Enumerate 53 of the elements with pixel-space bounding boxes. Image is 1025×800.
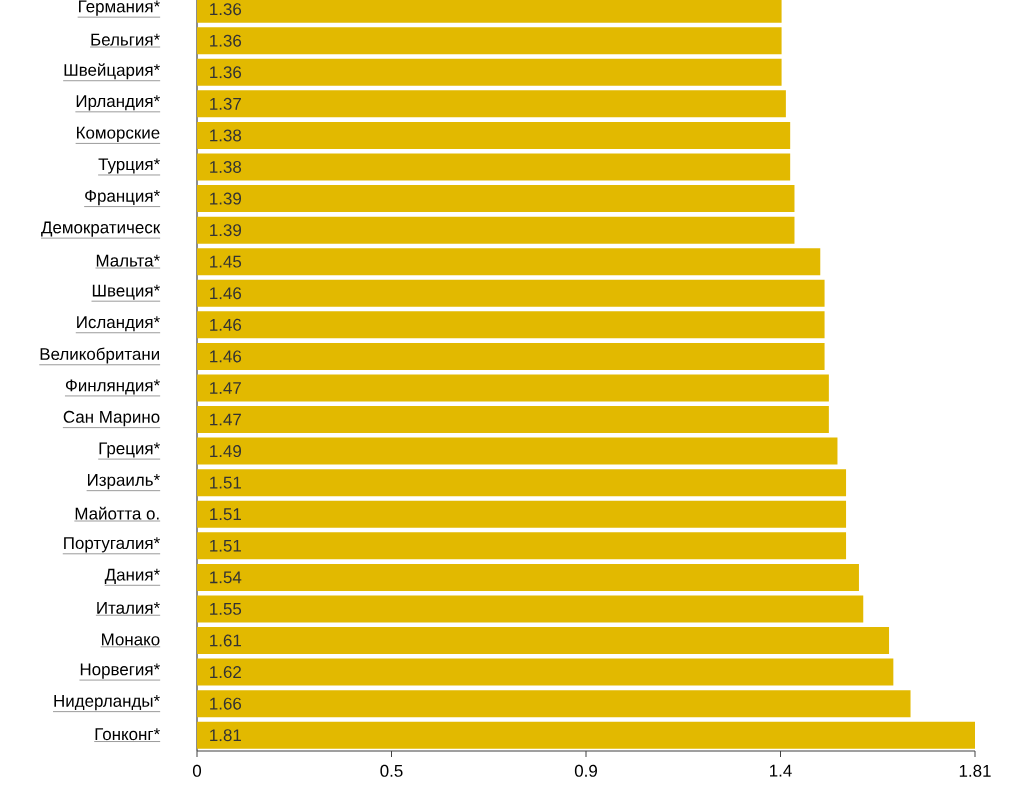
- y-tick-label: Швеция*: [92, 284, 160, 300]
- data-label: 1.36: [210, 66, 242, 79]
- data-label: 1.81: [210, 729, 241, 742]
- y-tick-label: Нидерланды*: [54, 695, 160, 711]
- y-tick-label: Коморские: [77, 126, 160, 143]
- y-tick-label: Португалия*: [64, 537, 160, 553]
- data-label: 1.38: [210, 129, 242, 142]
- data-label: 1.47: [210, 382, 241, 394]
- y-tick-label: Демократическ: [41, 221, 161, 237]
- data-label: 1.62: [210, 666, 241, 679]
- y-tick-label: Великобритани: [40, 347, 159, 364]
- y-tick-label: Франция*: [85, 189, 160, 206]
- y-tick-label: Норвегия*: [80, 663, 160, 679]
- x-tick-label: 0: [192, 764, 202, 777]
- data-label: 1.61: [210, 634, 241, 647]
- data-label: 1.51: [210, 508, 241, 521]
- data-label: 1.36: [210, 34, 242, 47]
- data-label: 1.49: [210, 445, 242, 458]
- y-tick-label: Мальта*: [96, 254, 160, 267]
- y-tick-label: Германия*: [79, 0, 160, 16]
- y-tick-label: Гонконг*: [95, 728, 160, 741]
- y-tick-label: Ирландия*: [76, 95, 160, 111]
- data-label: 1.36: [210, 3, 242, 16]
- data-label: 1.45: [210, 255, 242, 268]
- data-label: 1.55: [210, 603, 242, 615]
- y-tick-label: Майотта о.: [75, 506, 159, 520]
- data-label: 1.54: [210, 571, 242, 584]
- data-label: 1.39: [210, 224, 242, 237]
- data-label: 1.47: [210, 413, 241, 426]
- y-tick-label: Сан Марино: [63, 410, 160, 427]
- data-label: 1.46: [210, 318, 242, 331]
- y-tick-label: Турция*: [98, 158, 160, 174]
- y-tick-label: Бельгия*: [91, 33, 160, 46]
- data-label: 1.46: [210, 287, 242, 300]
- data-label: 1.66: [210, 697, 242, 710]
- data-label: 1.38: [210, 161, 242, 173]
- data-label: 1.46: [210, 350, 242, 363]
- y-tick-label: Италия*: [97, 602, 160, 614]
- data-label: 1.51: [210, 476, 241, 489]
- y-tick-label: Монако: [102, 633, 160, 646]
- y-tick-label: Финляндия*: [65, 379, 160, 395]
- y-tick-label: Швейцария*: [64, 63, 160, 80]
- x-tick-label: 1.81: [959, 764, 991, 777]
- x-tick-label: 0.9: [574, 764, 597, 777]
- y-tick-label: Израиль*: [88, 474, 160, 490]
- x-tick-label: 0.5: [380, 764, 403, 777]
- data-label: 1.39: [210, 192, 242, 205]
- data-label: 1.51: [210, 539, 241, 552]
- y-tick-label: Исландия*: [77, 316, 160, 332]
- data-label: 1.37: [210, 97, 241, 110]
- y-tick-label: Дания*: [104, 568, 160, 584]
- x-tick-label: 1.4: [770, 764, 792, 777]
- y-tick-label: Греция*: [99, 442, 160, 458]
